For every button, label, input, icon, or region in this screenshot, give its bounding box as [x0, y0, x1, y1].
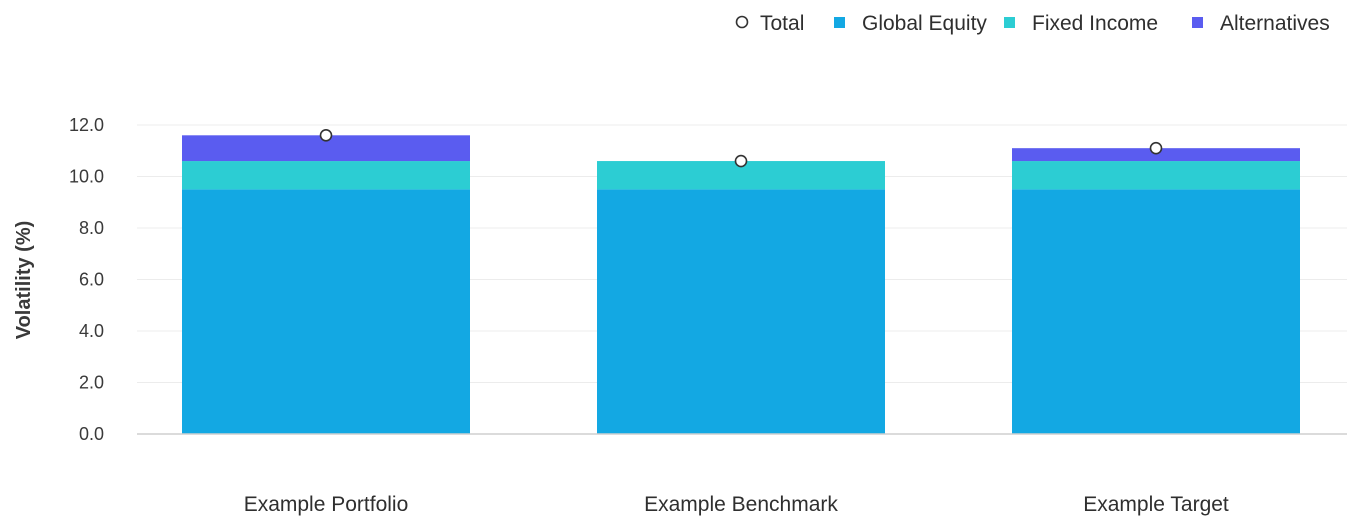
legend-item-alternatives[interactable]: Alternatives	[1192, 12, 1330, 35]
x-category-label: Example Benchmark	[644, 493, 838, 516]
legend-item-total[interactable]: Total	[735, 12, 805, 35]
category-labels: Example Portfolio Example Benchmark Exampl…	[244, 493, 1229, 516]
legend-item-fixed-income[interactable]: Fixed Income	[1004, 12, 1158, 35]
bar-segment-fixed-income[interactable]	[1012, 161, 1300, 190]
y-tick-labels: 0.0 2.0 4.0 6.0 8.0 10.0 12.0	[69, 115, 104, 444]
y-tick-label: 12.0	[69, 115, 104, 135]
y-tick-label: 6.0	[79, 270, 104, 290]
legend-fixed-income-swatch	[1004, 17, 1015, 28]
bar-segment-global-equity[interactable]	[1012, 189, 1300, 434]
bars	[182, 135, 1300, 434]
y-tick-label: 8.0	[79, 218, 104, 238]
legend: Total Global Equity Fixed Income Alterna…	[735, 12, 1330, 35]
total-marker[interactable]	[319, 129, 333, 142]
bar-segment-global-equity[interactable]	[597, 189, 885, 434]
y-axis-title: Volatility (%)	[13, 221, 35, 340]
legend-total-marker	[735, 15, 749, 29]
legend-alternatives-swatch	[1192, 17, 1203, 28]
legend-total-label: Total	[760, 12, 804, 35]
legend-alternatives-label: Alternatives	[1220, 12, 1330, 35]
bar-segment-alternatives[interactable]	[1012, 148, 1300, 162]
bar-segment-fixed-income[interactable]	[182, 161, 470, 190]
total-marker[interactable]	[734, 154, 748, 168]
total-markers	[319, 129, 1163, 168]
legend-global-equity-swatch	[834, 17, 845, 28]
legend-item-global-equity[interactable]: Global Equity	[834, 12, 987, 35]
y-tick-label: 0.0	[79, 424, 104, 444]
legend-global-equity-label: Global Equity	[862, 12, 987, 35]
y-tick-label: 2.0	[79, 373, 104, 393]
y-tick-label: 10.0	[69, 167, 104, 187]
x-category-label: Example Target	[1083, 493, 1229, 516]
bar-segment-global-equity[interactable]	[182, 189, 470, 434]
legend-fixed-income-label: Fixed Income	[1032, 12, 1158, 35]
y-tick-label: 4.0	[79, 321, 104, 341]
total-marker[interactable]	[1149, 141, 1163, 155]
x-category-label: Example Portfolio	[244, 493, 409, 516]
